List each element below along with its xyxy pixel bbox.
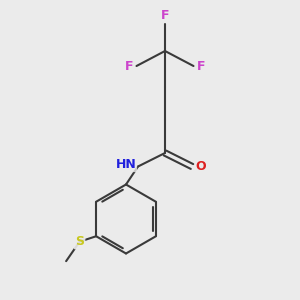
Text: F: F (161, 9, 169, 22)
Text: O: O (196, 160, 206, 173)
Text: F: F (196, 59, 205, 73)
Text: HN: HN (116, 158, 136, 172)
Text: S: S (75, 235, 84, 248)
Text: F: F (125, 59, 134, 73)
